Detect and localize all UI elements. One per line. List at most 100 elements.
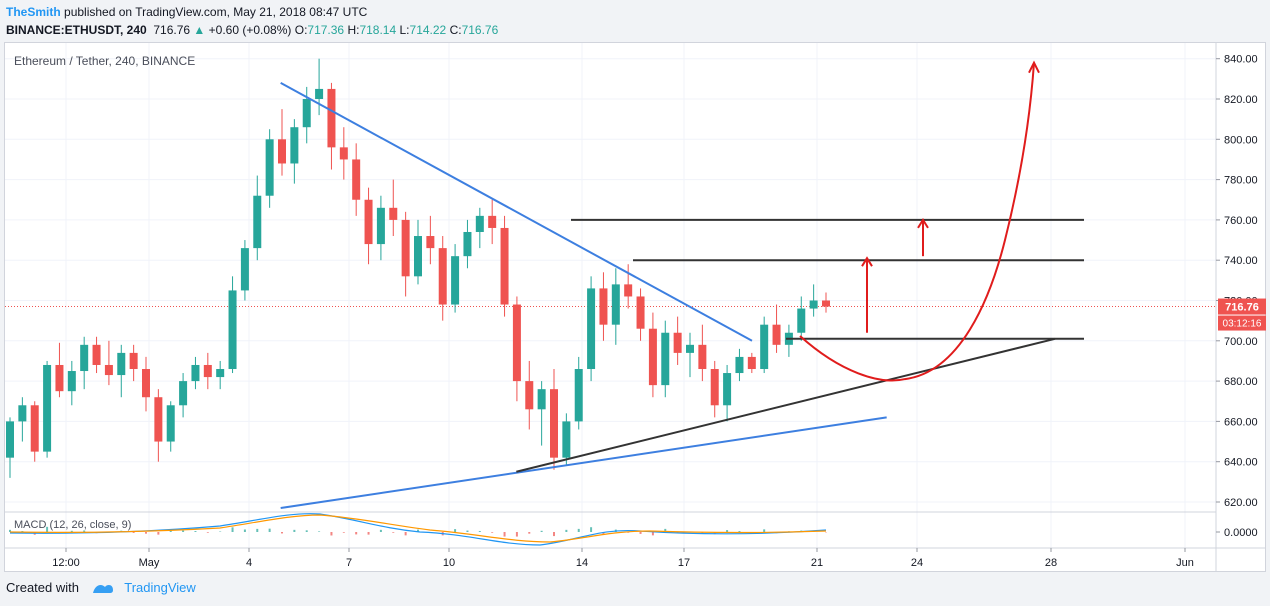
price-axis-label: 840.00 xyxy=(1224,54,1258,66)
price-label-box xyxy=(1218,298,1266,315)
candle-body xyxy=(55,364,64,392)
candle-body xyxy=(401,219,410,277)
candle-body xyxy=(129,352,138,370)
candle-body xyxy=(179,381,188,406)
candle-body xyxy=(30,405,39,452)
candle-body xyxy=(500,227,509,305)
candle-body xyxy=(735,356,744,374)
candle-body xyxy=(203,364,212,378)
tradingview-logo-icon xyxy=(92,585,113,593)
footer: Created with TradingView xyxy=(6,580,196,595)
countdown-label-text: 03:12:16 xyxy=(1223,319,1262,330)
time-axis-label: 4 xyxy=(246,557,252,569)
candle-body xyxy=(475,215,484,232)
close-label: C: xyxy=(449,23,462,37)
projection-arrow-head[interactable] xyxy=(1028,60,1040,74)
candle-body xyxy=(822,300,830,307)
blue-trendline[interactable] xyxy=(280,416,887,510)
candle-body xyxy=(661,332,670,386)
candle-body xyxy=(6,421,14,458)
candle-body xyxy=(154,397,163,442)
author-link[interactable]: TheSmith xyxy=(6,5,61,19)
price-axis-label: 780.00 xyxy=(1224,175,1258,187)
candle-body xyxy=(686,344,694,353)
candle-body xyxy=(339,147,348,160)
price-axis-label: 620.00 xyxy=(1224,497,1258,509)
candle-body xyxy=(376,207,385,245)
publish-header: TheSmith published on TradingView.com, M… xyxy=(6,4,367,20)
candle-body xyxy=(760,324,769,370)
candle-body xyxy=(166,405,175,442)
time-axis-label: 24 xyxy=(911,557,923,569)
candle-body xyxy=(698,344,707,370)
candle-body xyxy=(723,373,732,406)
candle-body xyxy=(302,99,311,128)
time-axis-label: 10 xyxy=(443,557,455,569)
time-axis-label: Jun xyxy=(1176,557,1194,569)
price-axis-label: 800.00 xyxy=(1224,134,1258,146)
candle-body xyxy=(550,389,558,458)
candle-body xyxy=(265,139,274,196)
candle-body xyxy=(43,364,52,452)
price-label-text: 716.76 xyxy=(1225,302,1259,314)
symbol-header: BINANCE:ETHUSDT, 240 716.76 ▲ +0.60 (+0.… xyxy=(6,22,498,38)
macd-line xyxy=(9,513,827,546)
price-axis-label: 760.00 xyxy=(1224,215,1258,227)
candle-body xyxy=(389,207,398,220)
candle-body xyxy=(438,248,447,305)
price-axis-label: 740.00 xyxy=(1224,255,1258,267)
symbol-name[interactable]: BINANCE:ETHUSDT, 240 xyxy=(6,23,147,37)
projection-curve[interactable] xyxy=(799,62,1035,382)
low-value: 714.22 xyxy=(409,23,447,37)
tradingview-brand-link[interactable]: TradingView xyxy=(124,580,196,595)
price-axis-label: 640.00 xyxy=(1224,457,1258,469)
close-value: 716.76 xyxy=(461,23,499,37)
macd-signal-line xyxy=(9,514,827,543)
blue-trendline[interactable] xyxy=(280,82,753,342)
time-axis-label: 7 xyxy=(346,557,352,569)
time-axis-label: May xyxy=(139,557,160,569)
candle-body xyxy=(611,284,620,325)
candle-body xyxy=(80,344,89,372)
candle-body xyxy=(240,248,249,291)
chart-title: Ethereum / Tether, 240, BINANCE xyxy=(14,54,195,68)
countdown-label-box xyxy=(1218,315,1266,331)
change-up-icon: ▲ xyxy=(193,23,206,37)
price-axis-label: 700.00 xyxy=(1224,336,1258,348)
last-price: 716.76 xyxy=(153,23,191,37)
target-arrow-head[interactable] xyxy=(917,218,929,229)
time-axis-label: 12:00 xyxy=(52,557,80,569)
candle-body xyxy=(364,199,373,245)
candle-body xyxy=(525,381,534,410)
candle-body xyxy=(104,364,113,376)
time-axis-label: 14 xyxy=(576,557,588,569)
price-axis-label: 660.00 xyxy=(1224,416,1258,428)
time-axis-label: 28 xyxy=(1045,557,1057,569)
candle-body xyxy=(92,344,101,365)
open-label: O: xyxy=(294,23,308,37)
candle-body xyxy=(512,304,521,382)
macd-label: MACD (12, 26, close, 9) xyxy=(14,519,131,531)
candle-body xyxy=(414,236,422,277)
candle-body xyxy=(599,288,608,325)
candle-body xyxy=(772,324,781,345)
target-arrow-head[interactable] xyxy=(861,256,873,267)
candle-body xyxy=(352,159,361,200)
high-label: H: xyxy=(347,23,360,37)
candle-body xyxy=(142,369,150,398)
black-trendline[interactable] xyxy=(516,337,1056,473)
candle-body xyxy=(624,284,633,297)
candle-body xyxy=(537,389,546,410)
published-text: published on TradingView.com, May 21, 20… xyxy=(64,5,368,19)
price-axis-label: 820.00 xyxy=(1224,94,1258,106)
created-with-text: Created with xyxy=(6,580,79,595)
price-axis-label: 680.00 xyxy=(1224,376,1258,388)
time-axis-label: 17 xyxy=(678,557,690,569)
candle-body xyxy=(809,300,818,309)
low-label: L: xyxy=(399,23,410,37)
candle-body xyxy=(18,405,27,422)
candle-body xyxy=(117,352,126,376)
candle-body xyxy=(426,236,435,249)
open-value: 717.36 xyxy=(307,23,345,37)
